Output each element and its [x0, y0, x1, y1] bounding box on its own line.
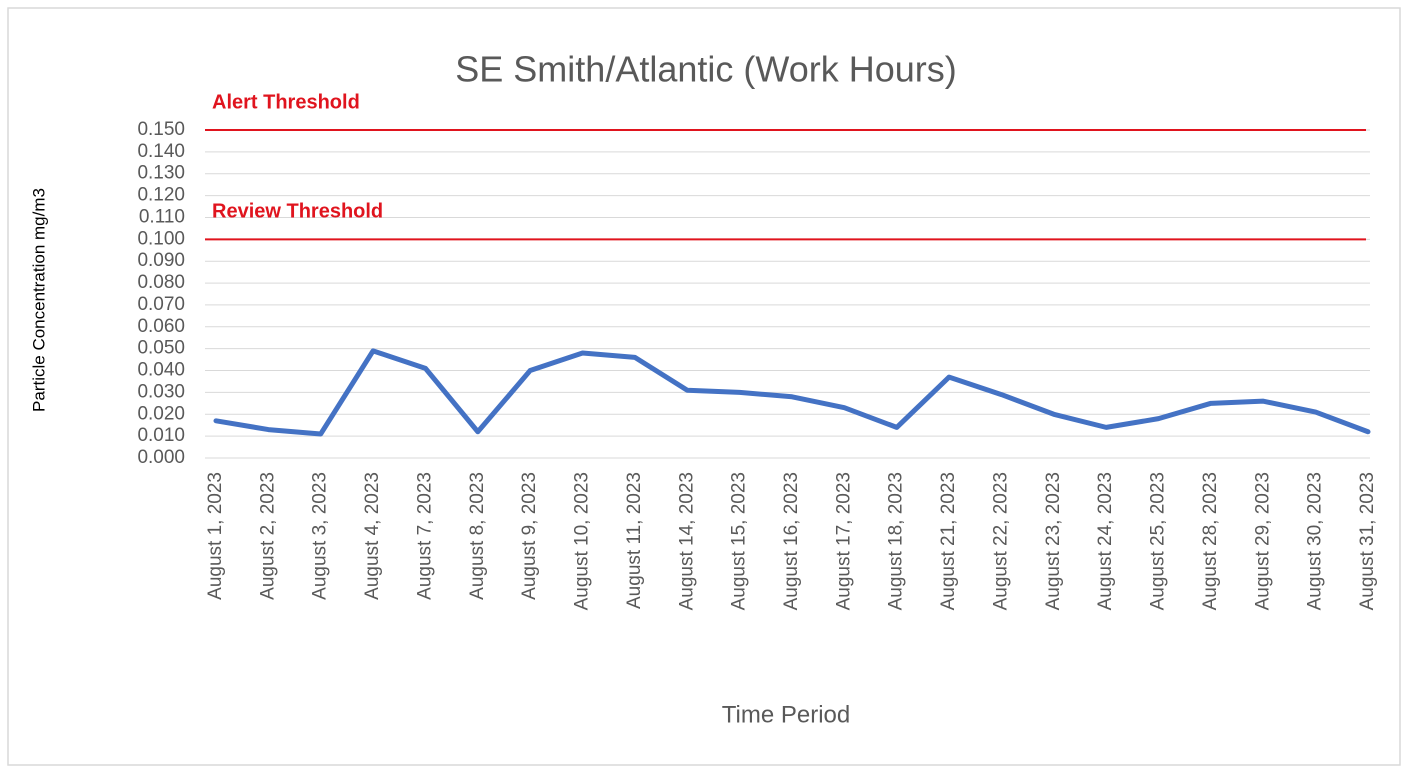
x-tick-label: August 8, 2023: [467, 472, 488, 600]
x-tick-label: August 15, 2023: [729, 472, 750, 610]
threshold-label: Review Threshold: [212, 201, 383, 223]
y-tick-label: 0.090: [137, 250, 185, 271]
x-tick-label: August 31, 2023: [1357, 472, 1378, 610]
y-tick-label: 0.010: [137, 425, 185, 446]
y-tick-label: 0.050: [137, 338, 185, 359]
x-tick-label: August 18, 2023: [886, 472, 907, 610]
x-tick-label: August 30, 2023: [1305, 472, 1326, 610]
y-tick-label: 0.000: [137, 447, 185, 468]
threshold-label: Alert Threshold: [212, 91, 360, 113]
y-tick-label: 0.130: [137, 163, 185, 184]
x-tick-label: August 16, 2023: [781, 472, 802, 610]
x-tick-label: August 25, 2023: [1148, 472, 1169, 610]
y-axis-title: Particle Concentration mg/m3: [29, 188, 48, 412]
x-tick-label: August 4, 2023: [362, 472, 383, 600]
x-tick-label: August 21, 2023: [938, 472, 959, 610]
y-tick-label: 0.120: [137, 185, 185, 206]
x-tick-label: August 3, 2023: [310, 472, 331, 600]
x-tick-label: August 24, 2023: [1095, 472, 1116, 610]
y-tick-label: 0.040: [137, 360, 185, 381]
chart-title: SE Smith/Atlantic (Work Hours): [455, 49, 956, 90]
y-tick-label: 0.020: [137, 403, 185, 424]
x-axis-title: Time Period: [722, 701, 850, 728]
y-tick-label: 0.110: [139, 206, 185, 227]
x-tick-label: August 9, 2023: [519, 472, 540, 600]
x-tick-label: August 29, 2023: [1252, 472, 1273, 610]
y-tick-label: 0.080: [137, 272, 185, 293]
x-tick-label: August 2, 2023: [257, 472, 278, 600]
y-tick-label: 0.070: [137, 294, 185, 315]
y-tick-label: 0.150: [137, 119, 185, 140]
x-tick-label: August 11, 2023: [624, 472, 645, 609]
chart-frame: [7, 7, 1401, 766]
y-tick-label: 0.140: [137, 141, 185, 162]
x-tick-label: August 10, 2023: [572, 472, 593, 610]
x-tick-label: August 1, 2023: [205, 472, 226, 600]
y-tick-label: 0.030: [137, 381, 185, 402]
x-tick-label: August 17, 2023: [833, 472, 854, 610]
data-line: [213, 348, 1371, 437]
x-tick-label: August 7, 2023: [414, 472, 435, 600]
x-tick-label: August 22, 2023: [990, 472, 1011, 610]
x-tick-label: August 14, 2023: [676, 472, 697, 610]
x-tick-label: August 28, 2023: [1200, 472, 1221, 610]
x-tick-label: August 23, 2023: [1043, 472, 1064, 610]
y-tick-label: 0.060: [137, 316, 185, 337]
y-tick-label: 0.100: [137, 228, 185, 249]
